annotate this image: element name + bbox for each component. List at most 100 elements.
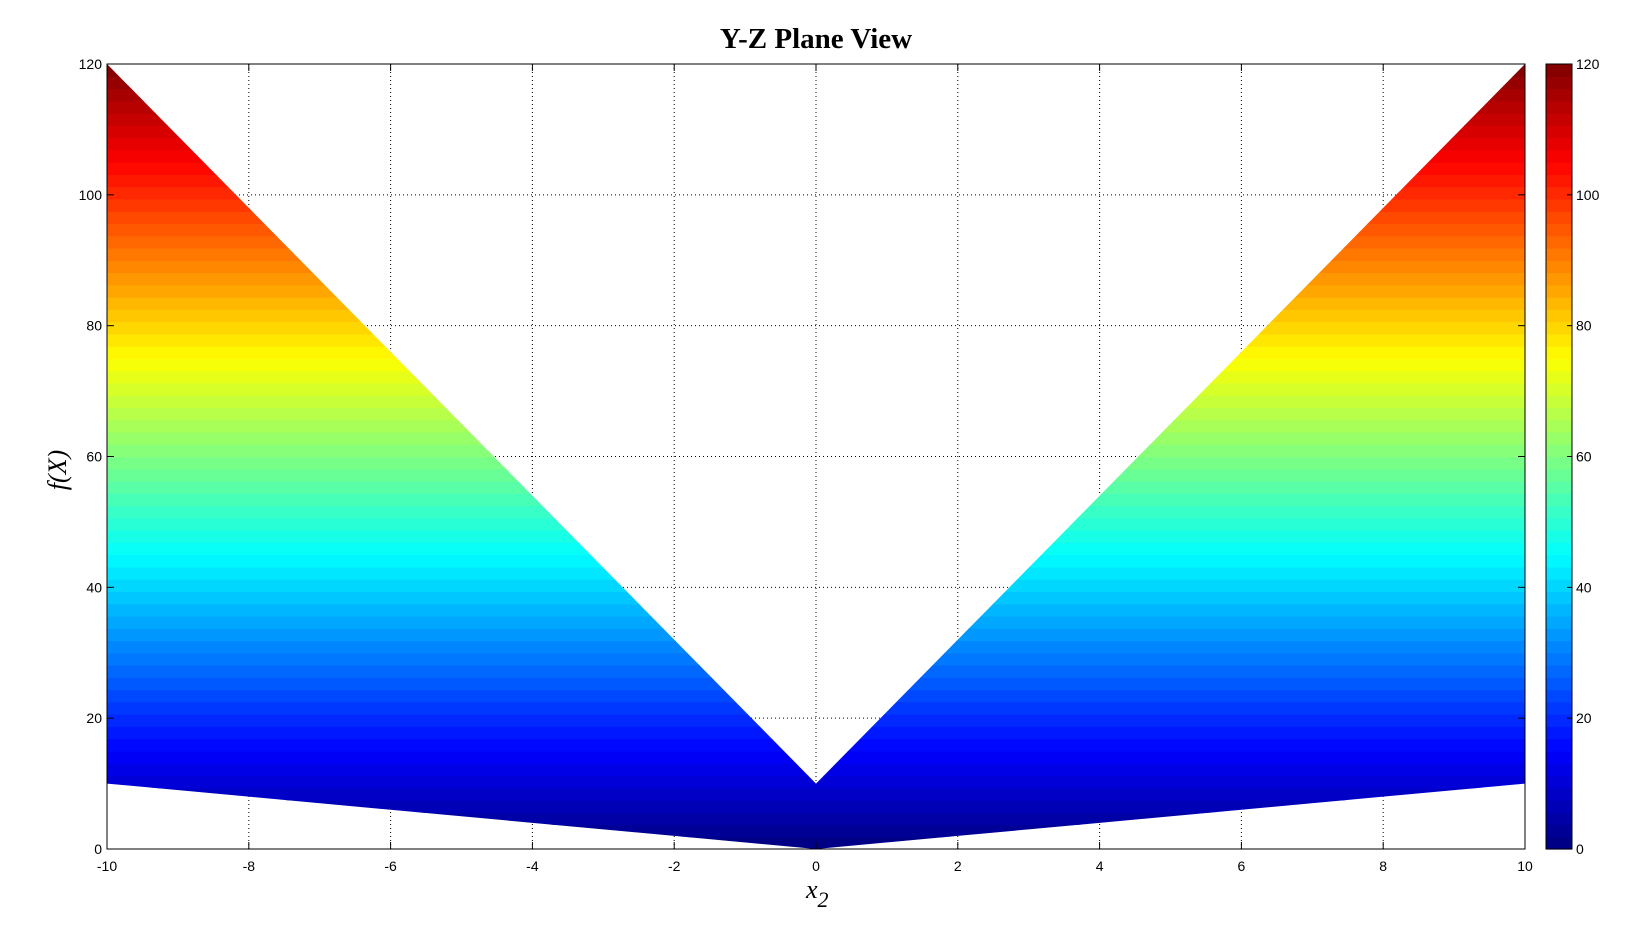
surface-band	[107, 284, 1525, 298]
surface-band	[107, 76, 1525, 90]
y-tick-label: 20	[86, 710, 102, 726]
x-tick-label: -4	[526, 858, 539, 874]
colorbar-band	[1546, 689, 1572, 703]
colorbar-band	[1546, 677, 1572, 691]
x-tick-label: 6	[1238, 858, 1246, 874]
colorbar-band	[1546, 137, 1572, 151]
surface-band	[107, 787, 1525, 801]
colorbar-band	[1546, 198, 1572, 212]
surface-band	[107, 297, 1525, 310]
colorbar-band	[1546, 566, 1572, 580]
surface-band	[107, 799, 1525, 813]
surface-band	[107, 247, 1525, 261]
colorbar-ticks: 0 20 40 60 80 100 120	[1567, 56, 1600, 857]
colorbar-band	[1546, 321, 1572, 335]
x-tick-label: 0	[812, 858, 820, 874]
surface-band	[107, 456, 1525, 470]
colorbar-band	[1546, 358, 1572, 372]
colorbar	[1545, 63, 1573, 850]
surface-band	[107, 603, 1525, 617]
y-tick-label: 80	[86, 318, 102, 334]
y-ticks: 0 20 40 60 80 100 120	[79, 56, 1525, 857]
colorbar-band	[1546, 444, 1572, 458]
colorbar-band	[1546, 382, 1572, 396]
colorbar-band	[1546, 260, 1572, 274]
colorbar-band	[1546, 100, 1572, 114]
surface-band	[107, 665, 1525, 678]
colorbar-band	[1546, 333, 1572, 347]
colorbar-band	[1546, 174, 1572, 188]
surface-band	[107, 211, 1525, 225]
colorbar-tick-label: 100	[1576, 187, 1600, 203]
colorbar-band	[1546, 738, 1572, 752]
colorbar-band	[1546, 272, 1572, 286]
colorbar-band	[1546, 615, 1572, 629]
y-tick-label: 120	[79, 56, 103, 72]
colorbar-band	[1546, 652, 1572, 666]
surface-band	[107, 824, 1525, 838]
surface-band	[107, 615, 1525, 629]
colorbar-band	[1546, 505, 1572, 519]
colorbar-band	[1546, 763, 1572, 777]
colorbar-band	[1546, 579, 1572, 593]
surface-band	[107, 113, 1525, 126]
colorbar-band	[1546, 517, 1572, 531]
colorbar-band	[1546, 76, 1572, 90]
colorbar-band	[1546, 701, 1572, 715]
colorbar-band	[1546, 591, 1572, 605]
colorbar-band	[1546, 370, 1572, 384]
surface-band	[107, 407, 1525, 421]
colorbar-band	[1546, 726, 1572, 740]
colorbar-band	[1546, 468, 1572, 482]
colorbar-band	[1546, 186, 1572, 200]
colorbar-band	[1546, 223, 1572, 237]
surface-band	[107, 628, 1525, 642]
colorbar-band	[1546, 284, 1572, 298]
colorbar-band	[1546, 88, 1572, 102]
surface-band	[107, 88, 1525, 102]
y-tick-label: 0	[94, 841, 102, 857]
colorbar-tick-label: 0	[1576, 841, 1584, 857]
surface-band	[107, 223, 1525, 237]
colorbar-band	[1546, 297, 1572, 310]
colorbar-band	[1546, 481, 1572, 494]
colorbar-band	[1546, 824, 1572, 838]
colorbar-tick-label: 20	[1576, 710, 1592, 726]
colorbar-band	[1546, 542, 1572, 556]
chart-title: Y-Z Plane View	[720, 23, 912, 55]
x-tick-label: 4	[1096, 858, 1104, 874]
surface-band	[107, 395, 1525, 409]
colorbar-band	[1546, 812, 1572, 826]
colorbar-band	[1546, 714, 1572, 727]
x-axis-label: x2	[805, 875, 829, 912]
x-ticks: -10 -8 -6 -4 -2 0 2 4 6 8 10	[97, 64, 1533, 874]
colorbar-band	[1546, 640, 1572, 654]
colorbar-band	[1546, 456, 1572, 470]
surface-band	[107, 775, 1525, 789]
colorbar-band	[1546, 836, 1572, 850]
x-tick-label: -10	[97, 858, 117, 874]
colorbar-tick-label: 80	[1576, 318, 1592, 334]
colorbar-tick-label: 120	[1576, 56, 1600, 72]
colorbar-band	[1546, 309, 1572, 323]
colorbar-band	[1546, 235, 1572, 249]
surface-band	[107, 419, 1525, 433]
colorbar-band	[1546, 346, 1572, 359]
surface-band	[107, 468, 1525, 482]
colorbar-band	[1546, 407, 1572, 421]
surface-band	[107, 640, 1525, 654]
colorbar-band	[1546, 665, 1572, 678]
y-tick-label: 60	[86, 449, 102, 465]
surface-band	[107, 235, 1525, 249]
surface-band	[107, 763, 1525, 777]
x-tick-label: -6	[384, 858, 397, 874]
x-tick-label: 2	[954, 858, 962, 874]
colorbar-band	[1546, 113, 1572, 126]
surface-band	[107, 812, 1525, 826]
surface-band	[107, 431, 1525, 445]
colorbar-band	[1546, 395, 1572, 409]
colorbar-band	[1546, 750, 1572, 764]
colorbar-band	[1546, 799, 1572, 813]
colorbar-band	[1546, 493, 1572, 507]
